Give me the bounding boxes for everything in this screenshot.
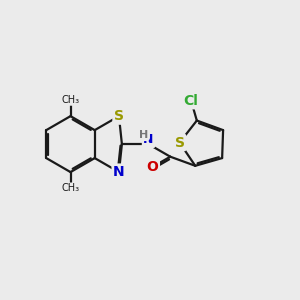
Text: Cl: Cl (184, 94, 199, 108)
Text: N: N (113, 165, 125, 179)
Text: N: N (143, 134, 154, 146)
Text: S: S (175, 136, 184, 150)
Text: S: S (114, 109, 124, 123)
Text: H: H (139, 130, 148, 140)
Text: CH₃: CH₃ (61, 95, 80, 105)
Text: CH₃: CH₃ (61, 183, 80, 193)
Text: O: O (146, 160, 158, 174)
